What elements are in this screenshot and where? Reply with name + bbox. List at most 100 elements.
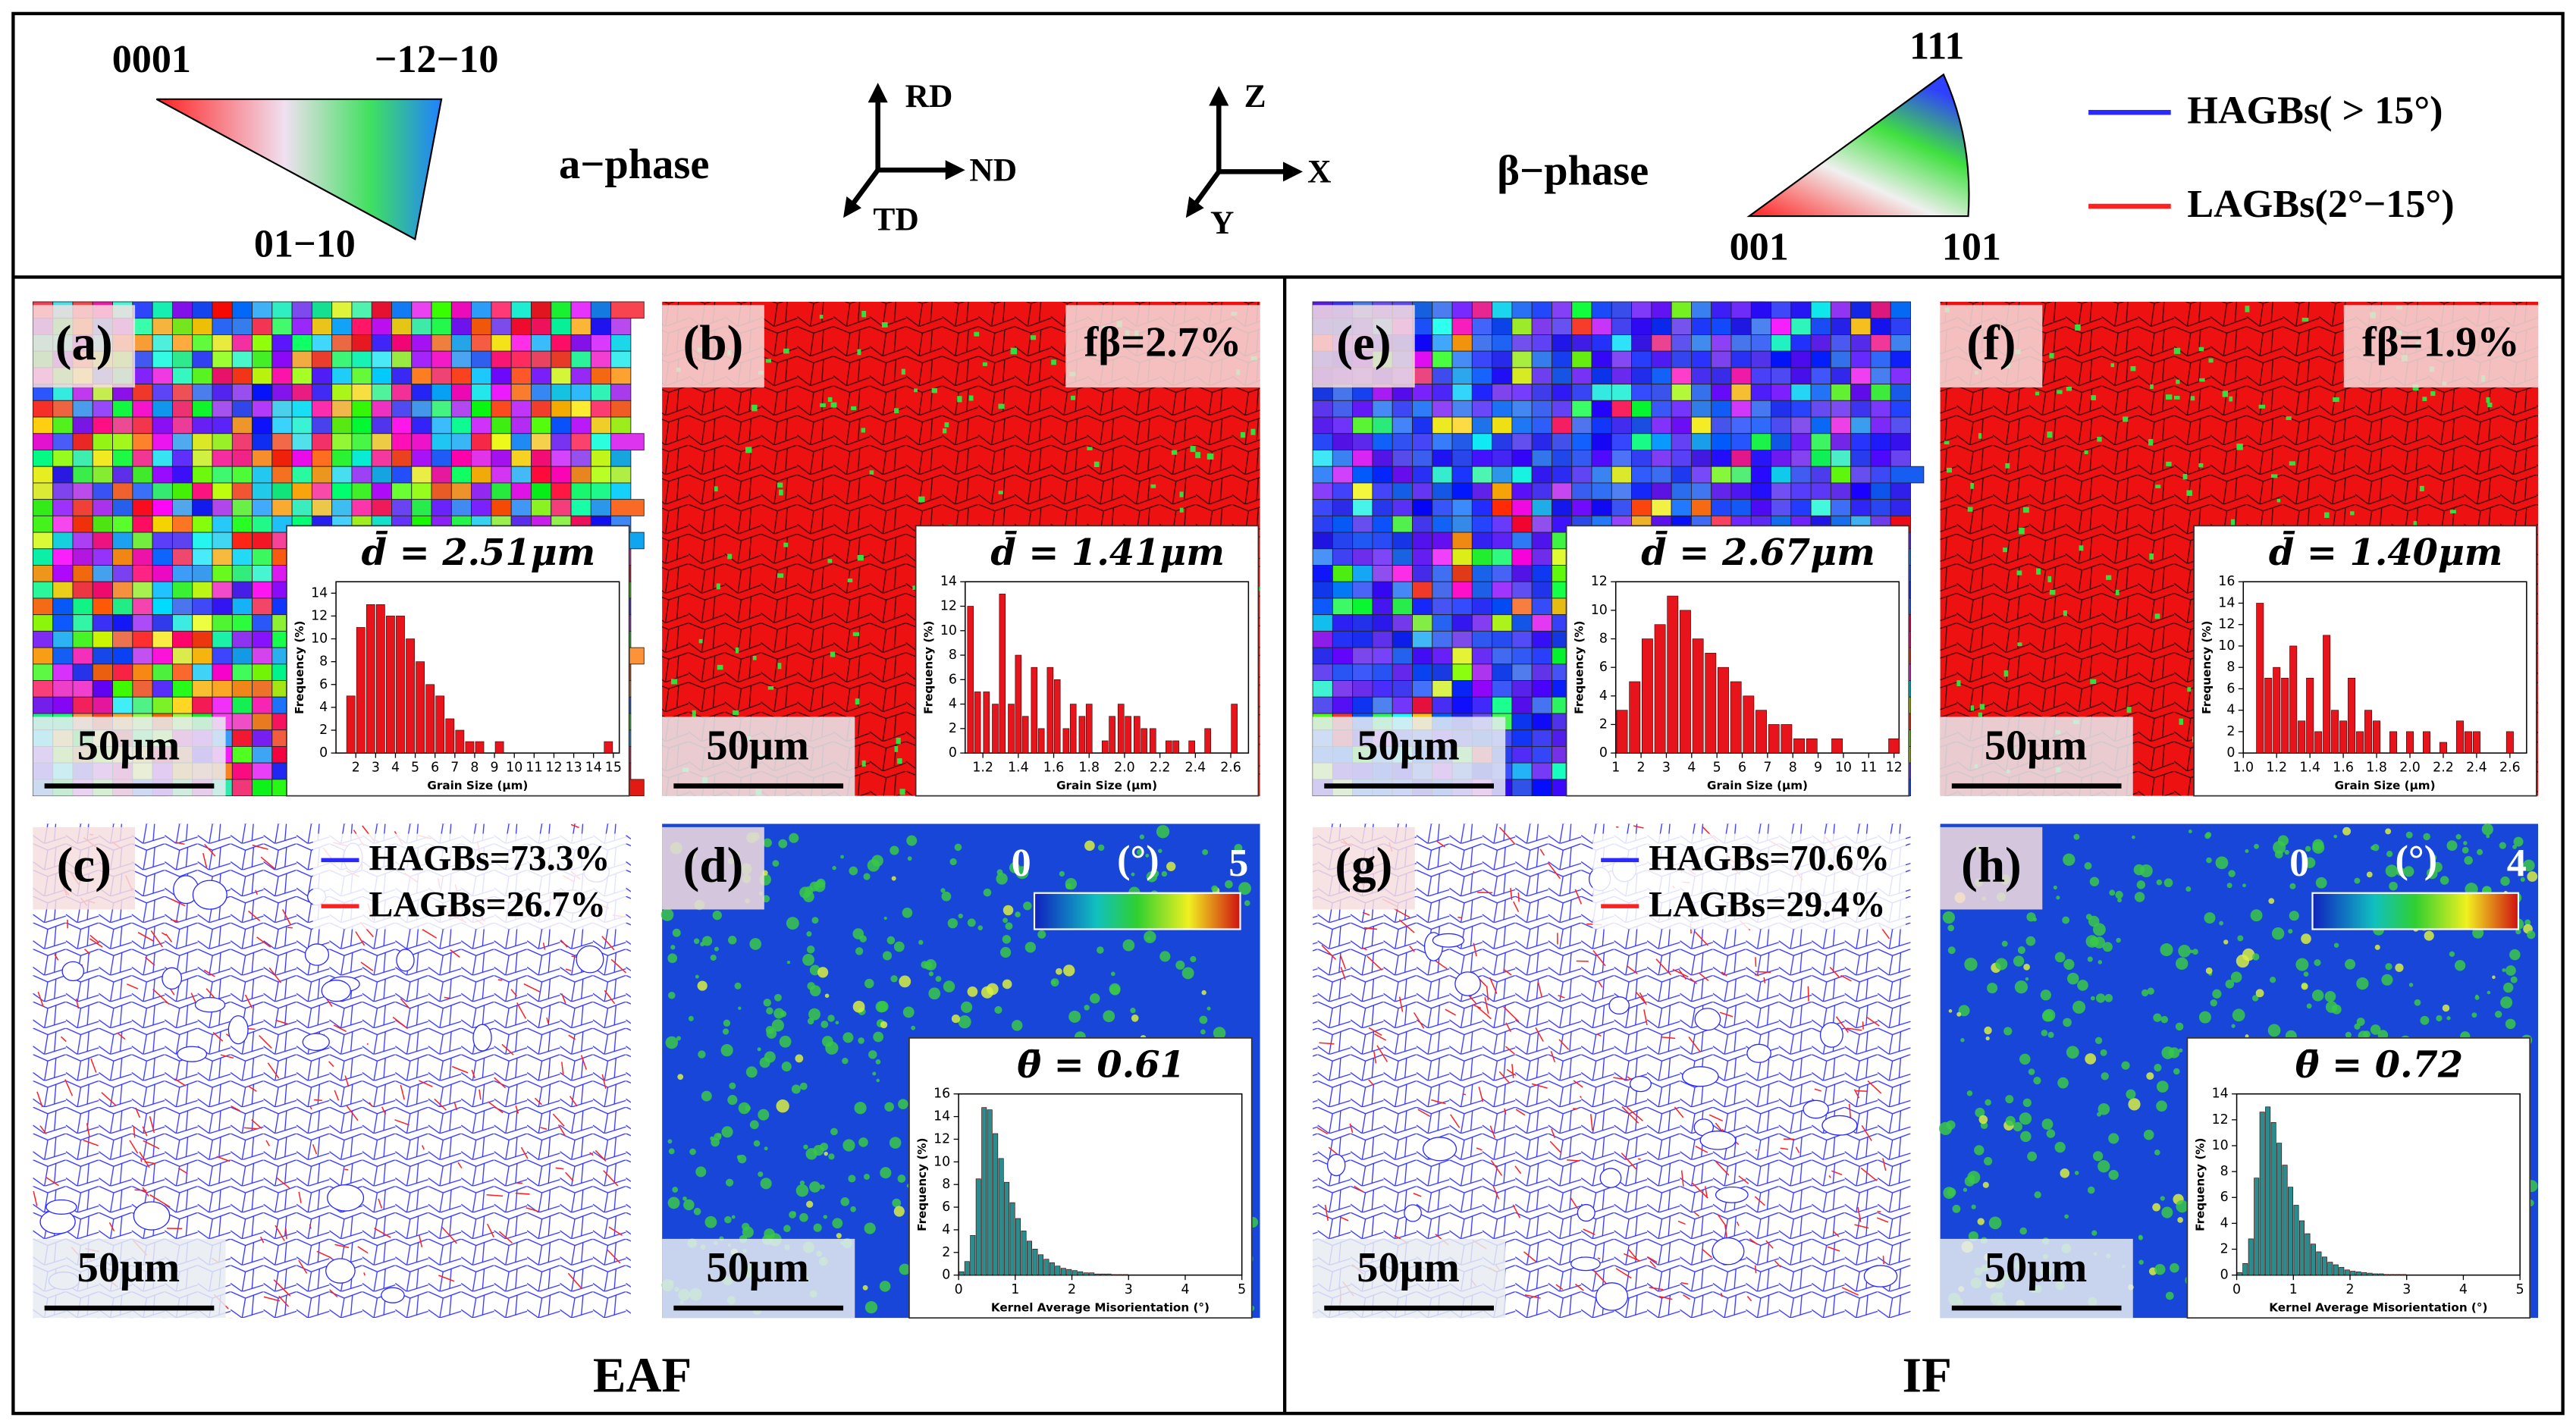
lagb-segment: [357, 1246, 369, 1254]
grain: [1372, 581, 1393, 599]
kam-spot: [828, 1153, 835, 1160]
grain: [1312, 499, 1333, 516]
grain: [1492, 581, 1513, 599]
beta-grain: [2179, 718, 2183, 725]
beta-grain: [670, 679, 678, 685]
kam-spot: [2108, 1133, 2119, 1144]
grain: [1651, 384, 1672, 401]
kam-spot: [771, 1019, 784, 1032]
beta-grain: [2286, 416, 2292, 420]
grain: [1471, 597, 1493, 616]
lagb-segment: [1478, 1087, 1484, 1102]
large-grain: [1863, 1265, 1898, 1287]
grain: [1432, 416, 1453, 434]
lagb-segment: [275, 1019, 288, 1025]
grain: [1730, 499, 1752, 516]
grain: [1591, 400, 1612, 418]
lagb-segment: [101, 1092, 117, 1106]
kam-spot: [2108, 1169, 2119, 1181]
grain: [551, 334, 572, 352]
kam-spot: [868, 1050, 877, 1059]
panel-label: (c): [57, 838, 111, 892]
beta-grain: [2130, 365, 2136, 372]
kam-spot: [2396, 867, 2405, 877]
x-tick-label: 3: [2402, 1282, 2411, 1297]
grain: [570, 433, 591, 450]
kam-spot: [2500, 996, 2513, 1009]
grain: [590, 416, 612, 434]
lagb-segment: [170, 919, 179, 922]
kam-spot: [1947, 1187, 1956, 1197]
grain: [1531, 647, 1552, 665]
lagb-segment: [1719, 1011, 1734, 1018]
lagb-segment: [265, 1140, 270, 1146]
grain: [551, 450, 572, 467]
grain: [152, 680, 173, 698]
lagb-segment: [1354, 1185, 1363, 1193]
grain: [52, 499, 74, 516]
kam-spot: [745, 1105, 751, 1112]
lagb-segment: [1473, 942, 1477, 957]
lagb-segment: [1547, 862, 1561, 880]
grain: [1432, 450, 1453, 467]
lagb-segment: [400, 1084, 405, 1100]
kam-spot: [1985, 1036, 1990, 1041]
bar: [465, 741, 475, 754]
beta-grain: [2208, 358, 2214, 363]
kam-spot: [2289, 911, 2299, 921]
grain: [1730, 384, 1752, 401]
lagb-segment: [1831, 1170, 1843, 1176]
grain: [1471, 450, 1493, 467]
grain: [132, 367, 153, 385]
y-tick-label: 6: [2226, 681, 2235, 696]
beta-grain: [2236, 444, 2243, 450]
alpha-ipf-triangle: [155, 98, 443, 241]
lagb-segment: [152, 988, 170, 1005]
kam-spot: [852, 1000, 865, 1013]
grain: [171, 367, 193, 385]
beta-grain: [944, 422, 949, 428]
grain: [231, 680, 253, 698]
lagb-segment: [381, 1106, 387, 1115]
beta-grain: [1970, 705, 1975, 711]
kam-spot: [2013, 1121, 2022, 1132]
y-tick-label: 10: [311, 632, 328, 647]
kam-spot: [902, 1006, 915, 1018]
beta-grain: [2016, 570, 2022, 576]
x-tick-label: 7: [450, 761, 459, 776]
grain: [212, 581, 233, 599]
lagb-segment: [520, 1146, 529, 1159]
arrow-head: [1282, 162, 1304, 182]
grain: [570, 482, 591, 500]
grain: [212, 450, 233, 467]
grain: [1631, 450, 1652, 467]
kam-spot: [824, 1151, 828, 1156]
lagb-segment: [601, 1074, 607, 1089]
beta-grain: [698, 638, 703, 644]
large-grain: [1599, 1168, 1622, 1188]
grain: [1412, 416, 1433, 434]
grain: [431, 433, 452, 450]
grain: [1711, 416, 1732, 434]
grain: [1571, 433, 1592, 450]
grain: [132, 301, 153, 319]
grain: [551, 384, 572, 401]
lagb-segment: [1749, 1238, 1759, 1245]
bar: [1106, 1273, 1112, 1275]
kam-spot: [1002, 935, 1012, 944]
grain: [311, 334, 333, 352]
kam-spot: [786, 917, 799, 930]
bar: [1616, 710, 1628, 754]
kam-spot: [1000, 946, 1012, 958]
lagb-segment: [1856, 1090, 1868, 1092]
grain: [1332, 499, 1354, 516]
grain: [252, 416, 273, 434]
grain: [52, 647, 74, 665]
grain: [212, 532, 233, 550]
panel-label-box: [662, 826, 764, 910]
grain: [1412, 334, 1433, 352]
colorbar-max: 4: [2507, 842, 2527, 885]
lagb-segment: [1489, 977, 1498, 994]
grain: [1730, 416, 1752, 434]
